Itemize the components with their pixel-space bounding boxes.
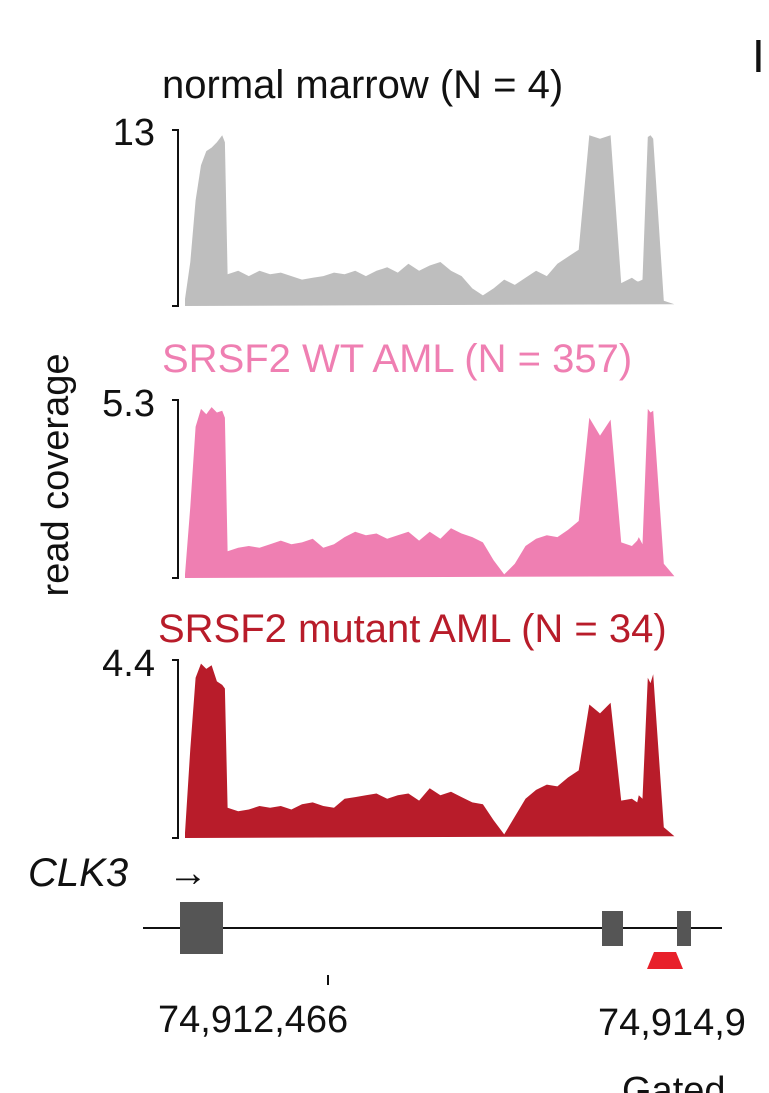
track-title-srsf2-wt: SRSF2 WT AML (N = 357) (162, 337, 632, 381)
track-ymax-normal-marrow: 13 (113, 112, 155, 154)
x-tick-label-2: 74,914,9 (598, 1002, 746, 1044)
gene-exon-1 (180, 902, 223, 954)
gene-exon-3 (677, 911, 691, 946)
track-axis-normal-marrow (172, 129, 179, 307)
track-axis-srsf2-mutant (172, 659, 179, 839)
coverage-area-srsf2-mutant (185, 663, 675, 838)
track-axis-srsf2-wt (172, 399, 179, 579)
track-title-normal-marrow: normal marrow (N = 4) (162, 63, 563, 107)
bottom-cropped-text: Gated (622, 1070, 726, 1093)
track-title-srsf2-mutant: SRSF2 mutant AML (N = 34) (158, 607, 667, 651)
coverage-area-srsf2-wt (185, 407, 675, 578)
coverage-area-normal-marrow (185, 135, 675, 306)
gene-direction-arrow: → (168, 851, 208, 895)
gene-name: CLK3 (28, 851, 128, 895)
gene-exon-2 (602, 911, 623, 946)
y-axis-label: read coverage (35, 354, 77, 597)
highlight-marker (647, 952, 683, 969)
track-ymax-srsf2-mutant: 4.4 (102, 643, 155, 685)
x-tick-label-1: 74,912,466 (158, 999, 348, 1041)
panel-letter: I (752, 30, 765, 82)
track-ymax-srsf2-wt: 5.3 (102, 383, 155, 425)
